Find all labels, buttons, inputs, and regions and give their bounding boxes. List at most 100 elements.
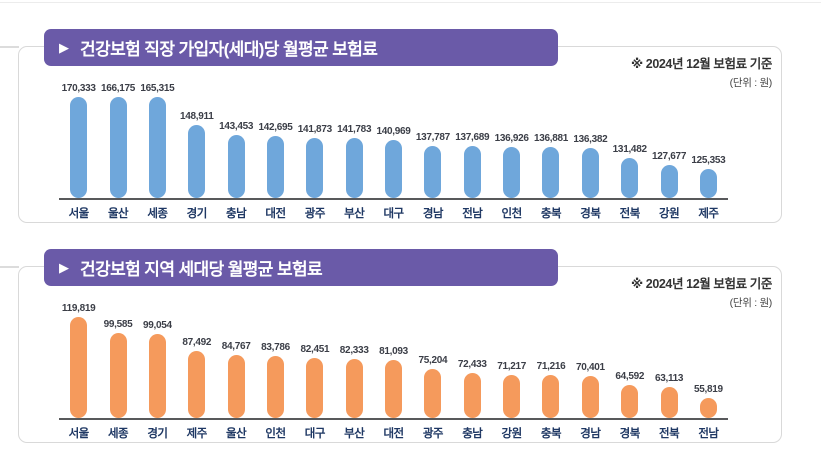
x-axis-labels: 서울 세종 경기 제주 울산 인천 대구 부산 대전 광주 충남 강원 충북 경남 경북 전북 전남 [59, 425, 728, 441]
bar [424, 369, 442, 418]
bar-slot: 64,592 [610, 303, 649, 418]
bar-slot: 83,786 [256, 303, 295, 418]
x-axis-label: 부산 [344, 428, 365, 440]
x-axis-label: 충북 [540, 208, 562, 220]
bar [306, 358, 324, 418]
x-axis-label: 경남 [422, 208, 444, 220]
triangle-marker-icon: ▶ [59, 40, 69, 55]
bar-value-label: 127,677 [652, 151, 687, 162]
x-axis-label: 경기 [186, 208, 208, 220]
x-axis-label: 경북 [580, 208, 601, 220]
bar-slot: 137,787 [413, 83, 452, 198]
unit-label: (단위 : 원) [729, 77, 773, 89]
bar [266, 136, 284, 198]
bar-value-label: 142,695 [258, 122, 293, 133]
bar [188, 351, 206, 418]
bar-slot: 82,333 [335, 303, 374, 418]
bar-slot: 72,433 [453, 303, 492, 418]
bar-value-label: 165,315 [140, 83, 175, 94]
x-axis-label: 부산 [344, 208, 365, 220]
bar [148, 334, 166, 418]
x-axis-label: 서울 [68, 208, 90, 220]
header-connector-line-top [0, 46, 19, 48]
bar-slot: 87,492 [177, 303, 216, 418]
bar-slot: 127,677 [649, 83, 688, 198]
x-axis-label: 경기 [147, 428, 168, 440]
bar [227, 355, 245, 418]
bar-value-label: 137,689 [455, 132, 490, 143]
bar-value-label: 82,451 [300, 344, 330, 355]
bar-value-label: 63,113 [654, 373, 684, 384]
bar [345, 138, 363, 198]
chart-title-bar: ▶ 건강보험 직장 가입자(세대)당 월평균 보험료 [44, 29, 558, 66]
x-axis-label: 대전 [265, 208, 286, 220]
x-axis-label: 경남 [580, 428, 601, 440]
bar [227, 135, 245, 198]
bar-value-label: 166,175 [101, 83, 136, 94]
bar-slot: 136,926 [492, 83, 531, 198]
x-axis-label: 세종 [147, 208, 168, 220]
bar-value-label: 64,592 [615, 371, 645, 382]
bar-slot: 140,969 [374, 83, 413, 198]
bar-value-label: 83,786 [261, 342, 290, 353]
bar-slot: 148,911 [177, 83, 216, 198]
bar [306, 138, 324, 198]
bar-slot: 70,401 [571, 303, 610, 418]
bar [70, 97, 88, 198]
bar [542, 375, 560, 418]
x-axis-label: 울산 [226, 428, 247, 440]
x-axis-label: 전남 [462, 208, 483, 220]
bar-value-label: 87,492 [182, 337, 212, 348]
bar-slot: 137,689 [453, 83, 492, 198]
bar-value-label: 136,926 [494, 133, 529, 144]
bar-slot: 141,783 [335, 83, 374, 198]
bar [699, 398, 717, 418]
bar-slot: 136,881 [531, 83, 570, 198]
bar-slot: 82,451 [295, 303, 334, 418]
x-axis-label: 울산 [107, 208, 129, 220]
bar [70, 317, 88, 418]
bar-value-label: 141,873 [297, 124, 332, 135]
x-axis-label: 강원 [501, 428, 523, 440]
bar [660, 165, 678, 198]
plot-area: 170,333 166,175 165,315 148,911 143,453 142,6… [59, 83, 728, 198]
top-divider-line [0, 2, 821, 3]
chart-card-workplace-premium: ▶ 건강보험 직장 가입자(세대)당 월평균 보험료 ※ 2024년 12월 보… [18, 29, 782, 223]
bar-value-label: 170,333 [61, 83, 96, 94]
bar-slot: 81,093 [374, 303, 413, 418]
x-axis-label: 충남 [462, 428, 483, 440]
bar-slot: 55,819 [689, 303, 728, 418]
x-axis-label: 서울 [68, 428, 90, 440]
bar-value-label: 141,783 [337, 124, 372, 135]
bar-slot: 84,767 [216, 303, 255, 418]
bar [660, 387, 678, 418]
bar [699, 169, 717, 198]
x-axis-label: 세종 [107, 428, 129, 440]
bar-slot: 99,585 [98, 303, 137, 418]
x-axis-label: 전남 [698, 428, 719, 440]
bar-slot: 143,453 [216, 83, 255, 198]
bar-slot: 166,175 [98, 83, 137, 198]
x-axis-label: 대전 [383, 428, 404, 440]
x-axis-label: 전북 [658, 428, 680, 440]
bar [581, 148, 599, 198]
bar-value-label: 71,216 [536, 361, 566, 372]
bar-value-label: 119,819 [61, 303, 96, 314]
bar-slot: 165,315 [138, 83, 177, 198]
x-axis-label: 대구 [383, 208, 404, 220]
bar-slot: 125,353 [689, 83, 728, 198]
bar [621, 385, 639, 418]
x-axis-label: 제주 [698, 208, 719, 220]
x-axis-label: 대구 [304, 428, 326, 440]
x-axis-line [59, 198, 728, 200]
bar-slot: 63,113 [649, 303, 688, 418]
bar-slot: 75,204 [413, 303, 452, 418]
x-axis-label: 충남 [226, 208, 247, 220]
plot-area: 119,819 99,585 99,054 87,492 84,767 83,786 82,… [59, 303, 728, 418]
bar-slot: 141,873 [295, 83, 334, 198]
bar [424, 146, 442, 198]
chart-title: 건강보험 직장 가입자(세대)당 월평균 보험료 [80, 40, 378, 59]
bar [345, 359, 363, 418]
bar [188, 125, 206, 198]
